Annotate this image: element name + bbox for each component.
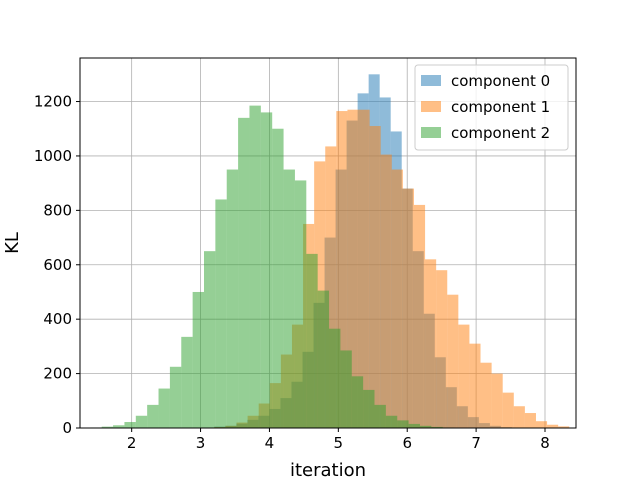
histogram-bar — [413, 204, 426, 428]
histogram-bar — [238, 117, 250, 429]
y-tick-label: 400 — [43, 310, 72, 328]
histogram-bar — [419, 425, 432, 428]
histogram-bar — [408, 423, 420, 428]
y-tick-label: 800 — [43, 201, 72, 219]
histogram-bar — [447, 294, 459, 428]
histogram-bar — [272, 128, 284, 428]
histogram-bar — [458, 324, 470, 428]
histogram-bar — [391, 169, 403, 428]
histogram-bar — [385, 415, 398, 428]
axis-ticks: 2 3 4 5 6 7 8 0 200 400 600 800 1000 1200 — [34, 93, 550, 452]
histogram-bar — [260, 112, 273, 428]
histogram-bar — [317, 290, 330, 428]
histogram-bar — [283, 169, 295, 428]
histogram-bar — [425, 259, 437, 428]
histogram-bar — [192, 291, 204, 428]
histogram-bar — [431, 426, 443, 428]
histogram-bar — [558, 426, 570, 428]
histogram-bar — [535, 421, 548, 428]
x-tick-label: 5 — [334, 434, 344, 452]
histogram-bar — [491, 373, 503, 428]
legend-swatch — [421, 75, 441, 86]
histogram-bar — [347, 109, 359, 429]
histogram-bar — [351, 376, 364, 428]
histogram-bar — [124, 422, 136, 428]
histogram-bar — [325, 146, 337, 428]
histogram-bar — [402, 188, 414, 428]
series-2-bars — [90, 105, 455, 429]
histogram-bar — [480, 362, 492, 428]
legend-label: component 2 — [451, 124, 550, 142]
y-tick-label: 0 — [62, 419, 72, 437]
y-axis-label: KL — [2, 232, 23, 254]
legend-swatch — [421, 101, 441, 112]
y-tick-label: 1000 — [34, 147, 72, 165]
histogram-bar — [181, 336, 193, 428]
histogram-bar — [374, 404, 386, 428]
legend-swatch — [421, 127, 441, 138]
x-axis-label: iteration — [290, 460, 366, 480]
y-tick-label: 600 — [43, 256, 72, 274]
histogram-bar — [363, 389, 375, 428]
histogram-bar — [358, 109, 370, 429]
x-tick-label: 4 — [265, 434, 275, 452]
legend-frame — [414, 64, 569, 151]
histogram-bar — [249, 105, 261, 428]
histogram-bar — [369, 126, 381, 428]
histogram-bar — [547, 424, 559, 428]
x-tick-label: 8 — [540, 434, 550, 452]
histogram-bar — [147, 404, 159, 428]
histogram-bar — [469, 343, 481, 428]
histogram-bar — [524, 413, 536, 428]
histogram-bar — [158, 388, 170, 428]
legend-label: component 0 — [451, 72, 550, 90]
y-tick-label: 1200 — [34, 93, 72, 111]
histogram-bar — [226, 169, 239, 428]
histogram-bar — [135, 415, 148, 428]
histogram-bar — [294, 180, 307, 428]
histogram-bar — [204, 251, 216, 428]
histogram-bar — [169, 366, 182, 428]
legend-label: component 1 — [451, 98, 550, 116]
plot-frame — [79, 57, 577, 429]
x-tick-label: 3 — [196, 434, 206, 452]
histogram-bar — [306, 253, 318, 428]
histogram-bar — [380, 154, 392, 429]
x-tick-label: 7 — [471, 434, 481, 452]
legend: component 0 component 1 component 2 — [414, 64, 569, 151]
histogram-bar — [397, 420, 409, 428]
histogram-bar — [340, 350, 352, 428]
x-tick-label: 6 — [402, 434, 412, 452]
histogram-bar — [502, 392, 514, 428]
x-tick-label: 2 — [127, 434, 137, 452]
histogram-bar — [329, 328, 341, 428]
histogram-bar — [336, 111, 348, 429]
histogram-bar — [101, 426, 114, 428]
histogram-bar — [113, 425, 125, 428]
histogram-bar — [215, 199, 227, 428]
histogram-bar — [513, 406, 525, 428]
y-tick-label: 200 — [43, 365, 72, 383]
histogram-bar — [436, 270, 448, 428]
histogram-bars — [90, 74, 570, 429]
